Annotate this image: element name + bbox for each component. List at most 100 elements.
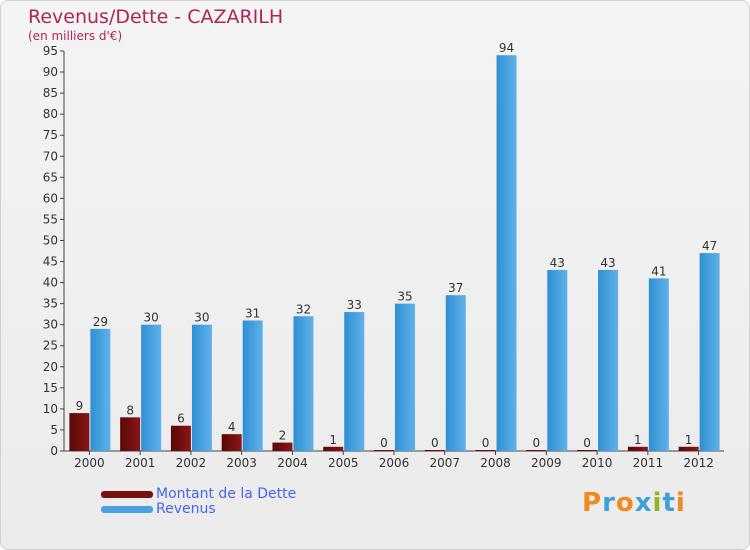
logo-letter: r: [602, 488, 616, 518]
bar-dette: [120, 417, 141, 451]
x-tick-label: 2004: [277, 456, 308, 470]
chart-title: Revenus/Dette - CAZARILH: [28, 6, 284, 28]
bar-dette: [678, 446, 699, 451]
bar-revenus: [191, 324, 212, 451]
data-label-dette: 2: [279, 429, 287, 443]
bar-revenus: [293, 316, 314, 451]
y-tick-label: 80: [43, 107, 58, 121]
y-tick-label: 50: [43, 233, 58, 247]
data-label-dette: 0: [482, 436, 490, 450]
x-tick-label: 2005: [328, 456, 359, 470]
logo-letter: x: [634, 488, 653, 518]
data-label-revenus: 32: [296, 302, 311, 316]
data-label-revenus: 31: [245, 306, 260, 320]
y-tick-label: 70: [43, 149, 58, 163]
logo-letter: o: [615, 488, 635, 518]
y-tick-label: 10: [43, 402, 58, 416]
y-tick-label: 25: [43, 339, 58, 353]
x-tick-label: 2001: [125, 456, 156, 470]
bar-revenus: [344, 312, 365, 451]
bar-revenus: [242, 320, 263, 451]
bar-dette: [374, 450, 394, 451]
bar-dette: [272, 442, 293, 451]
y-tick-label: 75: [43, 128, 58, 142]
logo-letter: i: [652, 488, 663, 518]
bar-revenus: [496, 55, 517, 452]
legend-label-dette: Montant de la Dette: [156, 486, 297, 502]
data-label-revenus: 29: [93, 315, 108, 329]
y-tick-label: 5: [50, 423, 58, 437]
x-tick-label: 2006: [379, 456, 410, 470]
bar-dette: [170, 425, 191, 451]
data-label-revenus: 35: [397, 290, 412, 304]
x-tick-label: 2003: [226, 456, 257, 470]
bar-revenus: [648, 278, 669, 451]
logo-letter: P: [582, 488, 603, 518]
bar-revenus: [395, 303, 415, 451]
data-label-revenus: 47: [702, 239, 717, 253]
x-tick-label: 2007: [429, 456, 460, 470]
data-label-revenus: 33: [347, 298, 362, 312]
y-tick-label: 95: [43, 44, 58, 58]
proxiti-logo: Proxiti: [582, 488, 686, 518]
chart-subtitle: (en milliers d'€): [28, 29, 123, 43]
y-tick-label: 85: [43, 86, 58, 100]
bar-revenus: [445, 295, 466, 451]
legend-swatch-revenus: [101, 506, 153, 513]
data-label-revenus: 37: [448, 281, 463, 295]
y-tick-label: 90: [43, 65, 58, 79]
data-label-dette: 8: [126, 403, 134, 417]
data-label-dette: 1: [634, 433, 642, 447]
logo-letter: t: [662, 488, 676, 518]
x-tick-label: 2011: [633, 456, 664, 470]
legend-swatch-dette: [101, 491, 153, 498]
y-tick-label: 20: [43, 360, 58, 374]
data-label-dette: 6: [177, 412, 185, 426]
bar-dette: [69, 413, 90, 451]
x-tick-label: 2002: [176, 456, 207, 470]
data-label-revenus: 41: [651, 264, 666, 278]
y-tick-label: 65: [43, 170, 58, 184]
bar-dette: [577, 450, 598, 451]
y-tick-label: 60: [43, 191, 58, 205]
bar-revenus: [598, 269, 619, 451]
x-tick-label: 2000: [74, 456, 105, 470]
data-label-revenus: 43: [600, 256, 615, 270]
data-label-dette: 1: [329, 433, 337, 447]
bar-dette: [323, 446, 344, 451]
y-tick-label: 15: [43, 381, 58, 395]
bar-revenus: [699, 253, 720, 451]
bar-dette: [221, 434, 242, 451]
bar-revenus: [90, 328, 111, 451]
x-tick-label: 2012: [683, 456, 714, 470]
data-label-dette: 0: [532, 436, 540, 450]
bar-revenus: [547, 269, 568, 451]
y-tick-label: 55: [43, 212, 58, 226]
y-tick-label: 40: [43, 276, 58, 290]
bar-dette: [627, 446, 648, 451]
y-tick-label: 35: [43, 297, 58, 311]
data-label-dette: 0: [380, 436, 388, 450]
legend-label-revenus: Revenus: [156, 501, 216, 517]
data-label-dette: 9: [76, 399, 84, 413]
x-tick-label: 2008: [480, 456, 511, 470]
y-tick-label: 0: [50, 444, 58, 458]
data-label-revenus: 30: [144, 311, 159, 325]
data-label-dette: 4: [228, 420, 236, 434]
data-label-dette: 0: [431, 436, 439, 450]
bar-dette: [526, 450, 547, 451]
y-tick-label: 30: [43, 318, 58, 332]
data-label-revenus: 43: [550, 256, 565, 270]
x-tick-label: 2009: [531, 456, 562, 470]
data-label-dette: 1: [685, 433, 693, 447]
data-label-dette: 0: [583, 436, 591, 450]
x-tick-label: 2010: [582, 456, 613, 470]
bar-dette: [475, 450, 496, 451]
bar-dette: [424, 450, 445, 451]
y-tick-label: 45: [43, 255, 58, 269]
logo-letter: i: [675, 488, 686, 518]
data-label-revenus: 94: [499, 41, 514, 55]
bar-revenus: [141, 324, 162, 451]
